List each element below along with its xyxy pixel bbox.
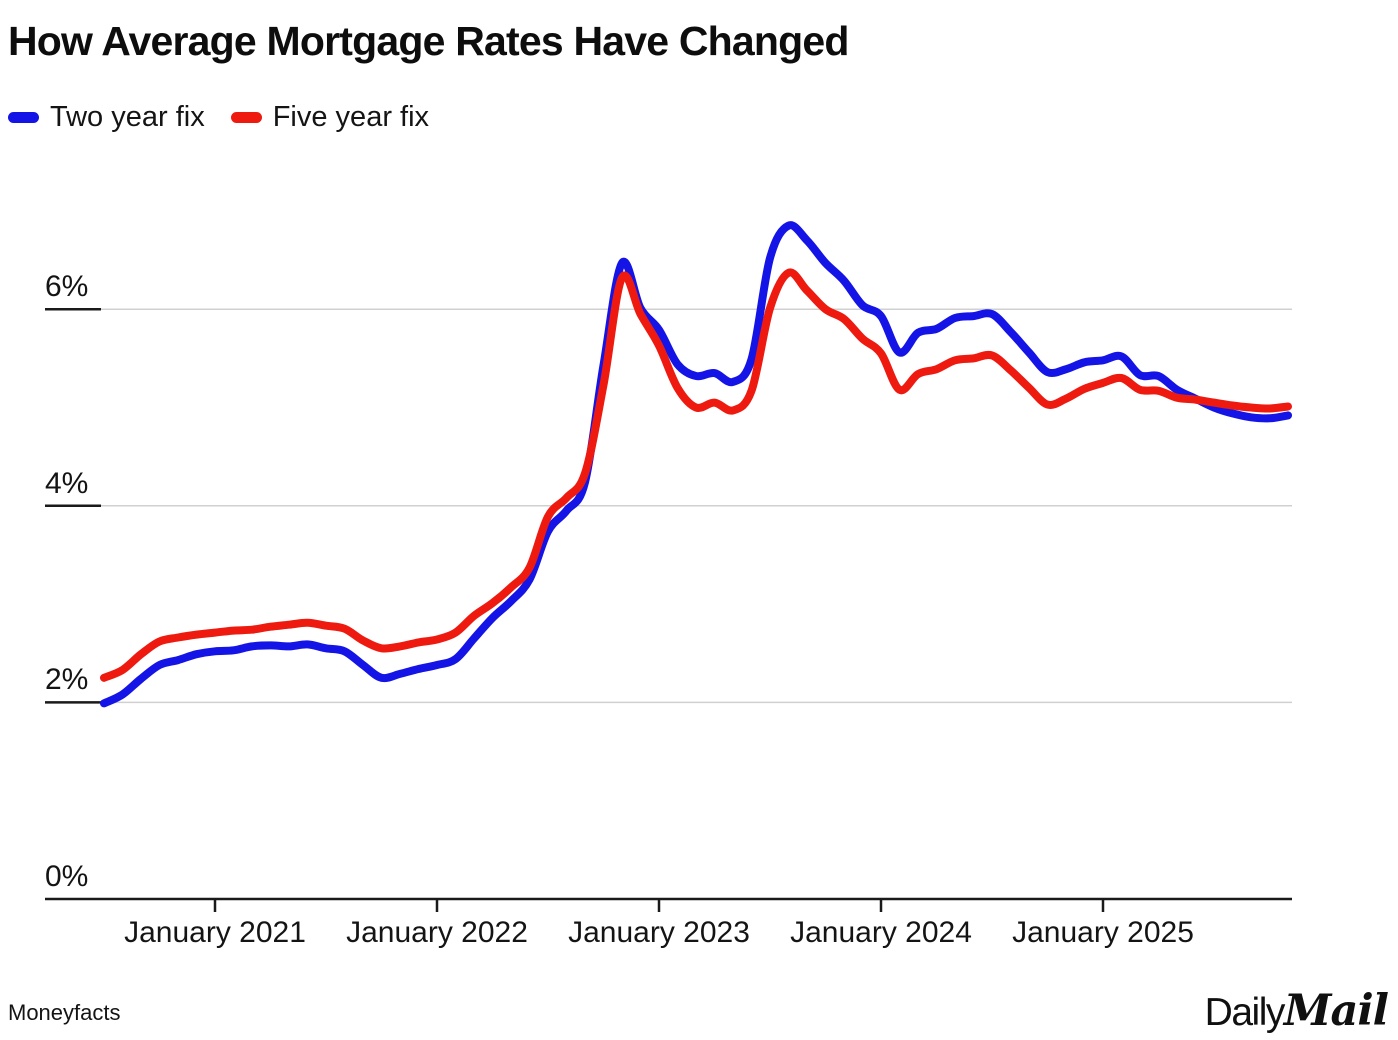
y-axis-label: 2% bbox=[45, 663, 89, 697]
y-axis-label: 0% bbox=[45, 860, 89, 893]
y-axis-label: 6% bbox=[45, 270, 89, 304]
dailymail-logo: DailyMail bbox=[1204, 986, 1389, 1036]
legend-label-five-year-fix: Five year fix bbox=[272, 101, 430, 133]
dailymail-logo-mail: Mail bbox=[1283, 986, 1389, 1036]
legend-swatch-two-year-fix bbox=[8, 112, 39, 123]
x-axis-label: January 2021 bbox=[124, 916, 306, 949]
dailymail-logo-daily: Daily bbox=[1204, 991, 1286, 1034]
x-axis-label: January 2024 bbox=[790, 916, 972, 949]
chart-title: How Average Mortgage Rates Have Changed bbox=[8, 18, 849, 64]
x-axis-label: January 2022 bbox=[346, 916, 528, 949]
y-axis-label: 4% bbox=[45, 466, 89, 500]
five-year-fix-line bbox=[100, 268, 1292, 682]
two-year-fix-line bbox=[100, 221, 1292, 708]
x-axis-label: January 2025 bbox=[1012, 916, 1194, 949]
legend-swatch-five-year-fix bbox=[230, 112, 262, 123]
legend-label-two-year-fix: Two year fix bbox=[50, 101, 205, 133]
legend: Two year fix Five year fix bbox=[8, 101, 429, 134]
legend-item-five-year-fix: Five year fix bbox=[230, 101, 430, 134]
x-axis-label: January 2023 bbox=[568, 916, 750, 949]
source-label: Moneyfacts bbox=[8, 1000, 121, 1025]
legend-item-two-year-fix: Two year fix bbox=[8, 101, 205, 134]
